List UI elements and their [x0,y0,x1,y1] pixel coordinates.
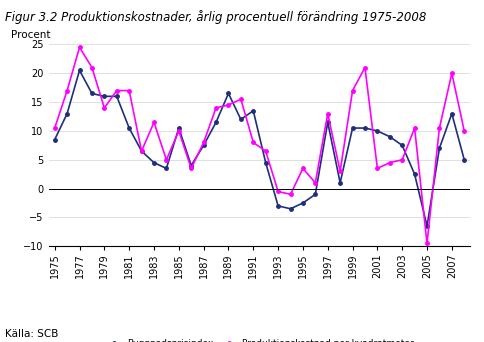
Byggnadsprisindex [312,192,318,196]
Produktionskostnad per kvadratmeter [300,166,305,170]
Produktionskostnad per kvadratmeter [287,192,293,196]
Produktionskostnad per kvadratmeter [386,161,392,165]
Byggnadsprisindex [274,204,280,208]
Produktionskostnad per kvadratmeter [101,106,107,110]
Byggnadsprisindex [101,94,107,98]
Byggnadsprisindex [300,201,305,205]
Produktionskostnad per kvadratmeter [312,181,318,185]
Produktionskostnad per kvadratmeter [114,89,120,93]
Produktionskostnad per kvadratmeter [225,103,231,107]
Byggnadsprisindex [262,161,268,165]
Produktionskostnad per kvadratmeter [411,126,417,130]
Produktionskostnad per kvadratmeter [423,241,429,246]
Produktionskostnad per kvadratmeter [374,166,379,170]
Produktionskostnad per kvadratmeter [436,126,441,130]
Produktionskostnad per kvadratmeter [89,65,95,69]
Produktionskostnad per kvadratmeter [188,166,194,170]
Byggnadsprisindex [188,163,194,168]
Produktionskostnad per kvadratmeter [250,141,256,145]
Byggnadsprisindex [250,109,256,113]
Byggnadsprisindex [411,172,417,176]
Produktionskostnad per kvadratmeter [126,89,132,93]
Produktionskostnad per kvadratmeter [349,89,355,93]
Byggnadsprisindex [336,181,342,185]
Produktionskostnad per kvadratmeter [151,120,156,124]
Produktionskostnad per kvadratmeter [176,129,182,133]
Byggnadsprisindex [76,68,82,73]
Byggnadsprisindex [52,137,58,142]
Produktionskostnad per kvadratmeter [200,141,206,145]
Byggnadsprisindex [436,146,441,150]
Byggnadsprisindex [138,149,144,153]
Byggnadsprisindex [349,126,355,130]
Produktionskostnad per kvadratmeter [336,169,342,173]
Produktionskostnad per kvadratmeter [238,97,243,101]
Produktionskostnad per kvadratmeter [398,158,404,162]
Byggnadsprisindex [362,126,367,130]
Byggnadsprisindex [176,126,182,130]
Byggnadsprisindex [398,143,404,147]
Byggnadsprisindex [238,117,243,121]
Byggnadsprisindex [448,111,454,116]
Byggnadsprisindex [460,158,466,162]
Produktionskostnad per kvadratmeter [362,65,367,69]
Produktionskostnad per kvadratmeter [324,111,330,116]
Produktionskostnad per kvadratmeter [460,129,466,133]
Produktionskostnad per kvadratmeter [262,149,268,153]
Byggnadsprisindex [287,207,293,211]
Produktionskostnad per kvadratmeter [163,158,169,162]
Line: Produktionskostnad per kvadratmeter: Produktionskostnad per kvadratmeter [53,45,465,245]
Byggnadsprisindex [151,161,156,165]
Byggnadsprisindex [200,143,206,147]
Legend: Byggnadsprisindex, Produktionskostnad per kvadratmeter: Byggnadsprisindex, Produktionskostnad pe… [101,336,417,342]
Byggnadsprisindex [89,91,95,95]
Produktionskostnad per kvadratmeter [274,189,280,194]
Produktionskostnad per kvadratmeter [212,106,218,110]
Byggnadsprisindex [126,126,132,130]
Byggnadsprisindex [212,120,218,124]
Byggnadsprisindex [386,135,392,139]
Produktionskostnad per kvadratmeter [448,71,454,75]
Byggnadsprisindex [324,120,330,124]
Byggnadsprisindex [423,224,429,228]
Text: Figur 3.2 Produktionskostnader, årlig procentuell förändring 1975-2008: Figur 3.2 Produktionskostnader, årlig pr… [5,10,425,24]
Line: Byggnadsprisindex: Byggnadsprisindex [53,69,465,228]
Byggnadsprisindex [114,94,120,98]
Byggnadsprisindex [163,166,169,170]
Byggnadsprisindex [374,129,379,133]
Produktionskostnad per kvadratmeter [138,149,144,153]
Byggnadsprisindex [225,91,231,95]
Produktionskostnad per kvadratmeter [64,89,70,93]
Produktionskostnad per kvadratmeter [76,45,82,49]
Text: Källa: SCB: Källa: SCB [5,329,58,339]
Text: Procent: Procent [11,30,50,40]
Produktionskostnad per kvadratmeter [52,126,58,130]
Byggnadsprisindex [64,111,70,116]
